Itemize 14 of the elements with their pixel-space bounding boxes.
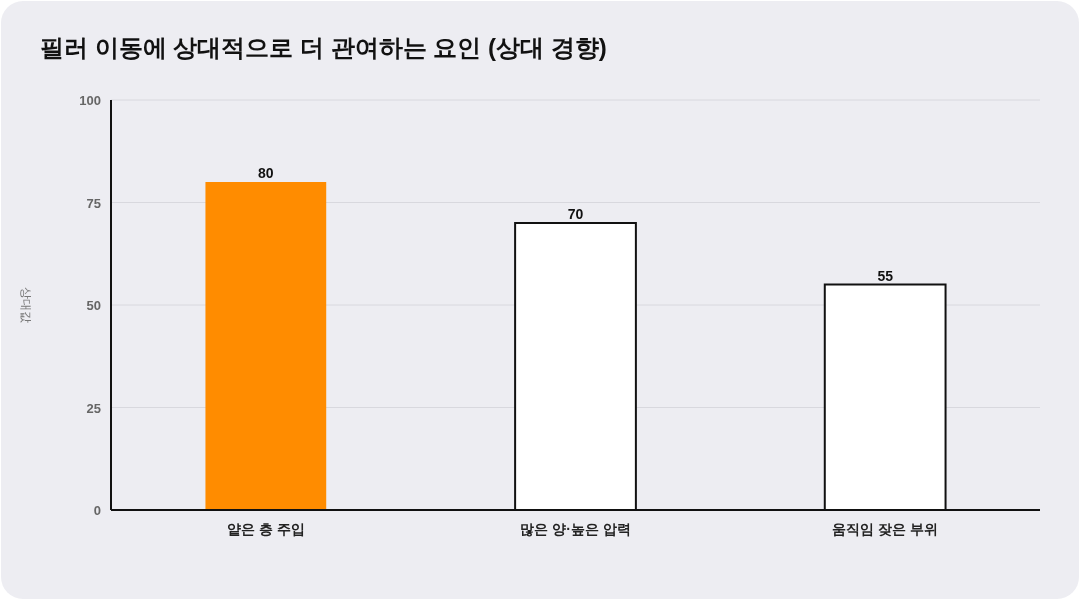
y-tick-label: 100 [79, 93, 101, 108]
y-tick-label: 50 [86, 298, 101, 313]
y-axis-title: 상대값 [19, 287, 33, 323]
y-tick-label: 25 [86, 400, 101, 416]
data-label: 70 [567, 206, 584, 222]
x-tick-label: 움직임 잦은 부위 [832, 521, 939, 537]
data-label: 80 [258, 165, 274, 181]
x-tick-label: 많은 양·높은 압력 [520, 521, 631, 537]
y-tick-label: 75 [86, 195, 101, 211]
x-tick-label: 얕은 층 주입 [226, 521, 305, 537]
bar [205, 182, 327, 510]
y-tick-label: 0 [93, 503, 101, 518]
chart-title: 필러 이동에 상대적으로 더 관여하는 요인 (상대 경향) [40, 34, 607, 61]
data-label: 55 [877, 267, 894, 284]
